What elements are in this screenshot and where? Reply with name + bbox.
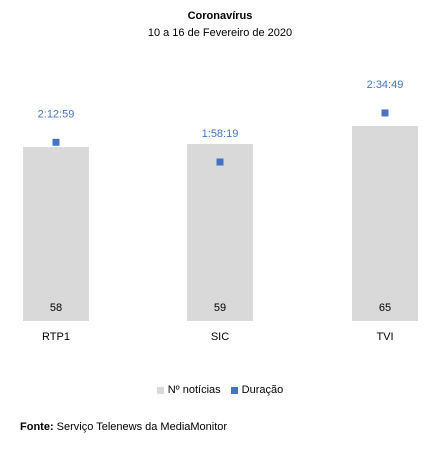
- chart-plot: 58 RTP1 2:12:59 59 SIC 1:58:19 65 TVI 2:34:49: [23, 79, 418, 343]
- duration-marker-rtp1: [52, 138, 60, 146]
- legend-label-duracao: Duração: [241, 384, 284, 396]
- category-label-sic: SIC: [211, 331, 229, 343]
- source-text: Serviço Telenews da MediaMonitor: [56, 421, 228, 433]
- legend-label-noticias: Nº notícias: [167, 384, 221, 396]
- chart-subtitle: 10 a 16 de Fevereiro de 2020: [147, 27, 293, 39]
- duration-marker-tvi: [381, 109, 389, 117]
- bar-label-sic: 59: [214, 302, 226, 314]
- chart-legend: Nº notícias Duração: [0, 384, 440, 396]
- bar-label-tvi: 65: [379, 302, 391, 314]
- category-label-rtp1: RTP1: [42, 331, 70, 343]
- source-note: Fonte: Serviço Telenews da MediaMonitor: [20, 421, 227, 433]
- legend-item-noticias: Nº notícias: [156, 384, 221, 396]
- legend-swatch-duracao: [230, 386, 238, 394]
- legend-item-duracao: Duração: [230, 384, 284, 396]
- source-label: Fonte:: [20, 421, 54, 433]
- duration-label-sic: 1:58:19: [202, 128, 239, 140]
- bar-tvi: [352, 126, 418, 321]
- legend-swatch-noticias: [156, 386, 164, 394]
- bar-sic: [187, 144, 253, 321]
- duration-label-tvi: 2:34:49: [367, 79, 404, 91]
- category-label-tvi: TVI: [376, 331, 393, 343]
- duration-marker-sic: [216, 158, 224, 166]
- duration-label-rtp1: 2:12:59: [38, 108, 75, 120]
- bar-label-rtp1: 58: [50, 302, 62, 314]
- bar-rtp1: [23, 147, 89, 321]
- chart-title: Coronavírus: [187, 10, 253, 22]
